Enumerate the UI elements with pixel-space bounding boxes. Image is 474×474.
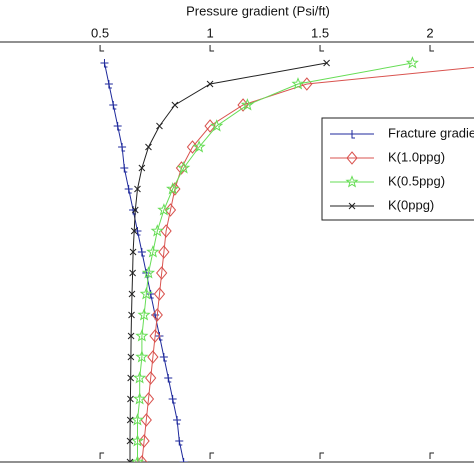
marker xyxy=(130,413,145,426)
marker xyxy=(210,119,224,132)
legend-marker xyxy=(348,130,356,139)
marker xyxy=(130,455,145,462)
marker xyxy=(130,434,145,447)
marker xyxy=(171,101,179,109)
marker xyxy=(130,227,138,235)
marker xyxy=(158,245,170,259)
marker xyxy=(206,80,214,88)
marker xyxy=(141,266,156,279)
marker xyxy=(159,353,168,362)
series-line xyxy=(104,62,185,462)
tick-mark xyxy=(429,452,435,459)
marker xyxy=(175,437,184,446)
x-tick-label: 1 xyxy=(206,25,213,40)
marker xyxy=(291,77,305,90)
legend-box xyxy=(321,117,474,221)
marker xyxy=(104,80,113,89)
marker xyxy=(127,353,135,361)
marker xyxy=(127,374,135,382)
marker xyxy=(126,458,134,462)
marker xyxy=(126,416,134,424)
marker xyxy=(192,140,206,153)
marker xyxy=(149,329,161,343)
legend-label: Fracture gradient xyxy=(388,125,474,140)
marker xyxy=(137,248,146,257)
marker xyxy=(168,395,177,404)
marker xyxy=(134,185,141,193)
marker xyxy=(151,308,163,322)
marker xyxy=(118,143,127,152)
tick-mark xyxy=(429,45,435,52)
marker xyxy=(135,350,149,363)
marker xyxy=(120,164,129,173)
marker xyxy=(133,371,147,384)
marker xyxy=(113,122,122,131)
chart-title: Pressure gradient (Psi/ft) xyxy=(186,3,330,18)
marker xyxy=(128,311,135,319)
series-line xyxy=(141,66,474,462)
marker xyxy=(323,59,330,67)
tick-mark xyxy=(99,452,105,459)
marker xyxy=(137,308,151,321)
marker xyxy=(145,371,157,385)
marker xyxy=(147,350,159,364)
legend-marker xyxy=(346,151,358,165)
marker xyxy=(129,248,137,256)
marker xyxy=(405,56,419,69)
x-tick-label: 0.5 xyxy=(91,25,109,40)
marker xyxy=(139,287,153,300)
marker xyxy=(166,182,180,195)
marker xyxy=(164,374,173,383)
marker xyxy=(129,269,136,277)
marker xyxy=(100,59,109,68)
marker xyxy=(156,266,168,280)
legend-label: K(0ppg) xyxy=(388,197,434,212)
marker xyxy=(109,101,118,110)
marker xyxy=(145,143,152,151)
marker xyxy=(146,245,160,258)
marker xyxy=(138,164,146,172)
tick-mark xyxy=(209,452,215,459)
marker xyxy=(133,392,147,405)
marker xyxy=(173,416,182,425)
marker xyxy=(150,224,164,237)
marker xyxy=(153,287,166,301)
marker xyxy=(124,185,133,194)
tick-mark xyxy=(209,45,215,52)
marker xyxy=(127,332,135,340)
tick-mark xyxy=(99,45,105,52)
legend-marker xyxy=(345,175,359,188)
marker xyxy=(177,161,191,174)
tick-mark xyxy=(319,45,325,52)
x-tick-label: 1.5 xyxy=(311,25,329,40)
legend-marker xyxy=(348,202,356,210)
marker xyxy=(126,437,134,445)
marker xyxy=(128,290,136,298)
marker xyxy=(240,98,255,111)
legend-label: K(1.0ppg) xyxy=(388,149,445,164)
marker xyxy=(135,329,149,342)
tick-mark xyxy=(319,452,325,459)
series-line xyxy=(129,62,327,462)
marker xyxy=(157,203,171,216)
plot-area xyxy=(100,56,474,462)
marker xyxy=(131,206,139,214)
marker xyxy=(156,122,163,130)
marker xyxy=(127,395,134,403)
marker xyxy=(179,458,188,462)
legend-label: K(0.5ppg) xyxy=(388,173,445,188)
x-tick-label: 2 xyxy=(426,25,433,40)
